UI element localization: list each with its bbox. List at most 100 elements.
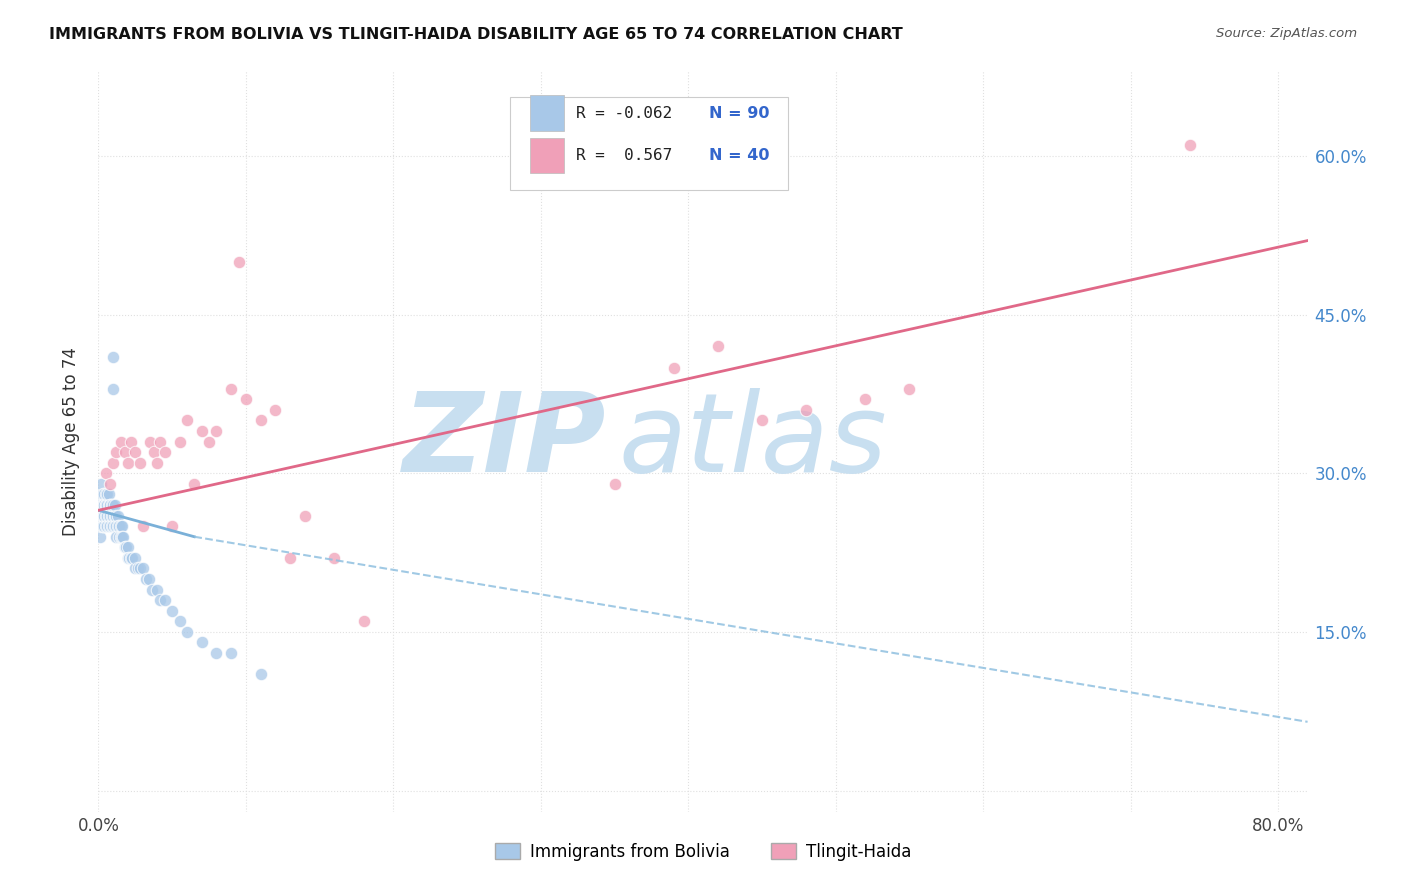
Point — [94, 487, 117, 501]
Point — [98, 508, 121, 523]
Point — [127, 561, 149, 575]
Point — [96, 498, 118, 512]
Point — [94, 498, 117, 512]
Text: N = 90: N = 90 — [709, 105, 769, 120]
Point — [100, 519, 122, 533]
Point — [101, 350, 124, 364]
Point — [90, 519, 112, 533]
Point — [108, 530, 131, 544]
Point — [90, 476, 112, 491]
Point — [94, 498, 117, 512]
Point — [91, 498, 114, 512]
Point — [264, 402, 287, 417]
Point — [121, 550, 143, 565]
Point — [90, 508, 112, 523]
Point — [97, 487, 120, 501]
Point — [98, 498, 121, 512]
Point — [96, 487, 118, 501]
Point — [96, 508, 118, 523]
Point — [176, 413, 198, 427]
Point — [105, 508, 128, 523]
Point — [176, 624, 198, 639]
Point — [89, 508, 111, 523]
Point — [93, 498, 115, 512]
Point — [114, 445, 136, 459]
Point — [706, 339, 728, 353]
Point — [153, 445, 176, 459]
Point — [110, 530, 132, 544]
Point — [101, 382, 124, 396]
Point — [853, 392, 876, 407]
Point — [93, 508, 115, 523]
Point — [139, 434, 162, 449]
Point — [91, 508, 114, 523]
Point — [117, 456, 139, 470]
Point — [104, 498, 127, 512]
Point — [141, 582, 163, 597]
Point — [205, 424, 228, 438]
Point — [898, 382, 921, 396]
Point — [190, 424, 212, 438]
Text: N = 40: N = 40 — [709, 148, 769, 163]
Point — [143, 445, 166, 459]
Point — [131, 519, 153, 533]
Point — [98, 498, 121, 512]
Point — [89, 487, 111, 501]
Point — [228, 254, 250, 268]
Point — [249, 413, 271, 427]
Text: IMMIGRANTS FROM BOLIVIA VS TLINGIT-HAIDA DISABILITY AGE 65 TO 74 CORRELATION CHA: IMMIGRANTS FROM BOLIVIA VS TLINGIT-HAIDA… — [49, 27, 903, 42]
Point — [112, 530, 135, 544]
Point — [1178, 138, 1201, 153]
Text: R = -0.062: R = -0.062 — [576, 105, 672, 120]
Text: Source: ZipAtlas.com: Source: ZipAtlas.com — [1216, 27, 1357, 40]
Point — [89, 498, 111, 512]
Point — [111, 519, 134, 533]
Point — [91, 508, 114, 523]
Point — [120, 434, 142, 449]
Point — [169, 434, 191, 449]
Point — [101, 519, 124, 533]
Point — [190, 635, 212, 649]
Point — [105, 519, 128, 533]
Point — [149, 434, 172, 449]
Point — [160, 604, 183, 618]
Point — [93, 508, 115, 523]
Point — [219, 382, 242, 396]
Point — [117, 541, 139, 555]
Point — [91, 519, 114, 533]
Point — [751, 413, 773, 427]
Point — [90, 487, 112, 501]
Point — [115, 541, 138, 555]
Point — [105, 530, 128, 544]
Point — [104, 508, 127, 523]
Point — [138, 572, 160, 586]
Point — [90, 498, 112, 512]
Point — [169, 615, 191, 629]
Point — [249, 667, 271, 681]
Point — [323, 550, 346, 565]
Point — [97, 498, 120, 512]
Point — [294, 508, 316, 523]
Point — [107, 519, 129, 533]
Point — [90, 508, 112, 523]
Point — [124, 550, 146, 565]
Point — [235, 392, 257, 407]
Point — [94, 467, 117, 481]
Point — [118, 550, 141, 565]
Point — [198, 434, 221, 449]
Point — [128, 456, 150, 470]
FancyBboxPatch shape — [509, 97, 787, 190]
Text: atlas: atlas — [619, 388, 887, 495]
Point — [94, 519, 117, 533]
Point — [93, 487, 115, 501]
Point — [108, 519, 131, 533]
Point — [94, 508, 117, 523]
Point — [110, 519, 132, 533]
Point — [146, 456, 169, 470]
Point — [662, 360, 685, 375]
Point — [205, 646, 228, 660]
Point — [111, 530, 134, 544]
Point — [353, 615, 375, 629]
Point — [91, 498, 114, 512]
Point — [101, 508, 124, 523]
